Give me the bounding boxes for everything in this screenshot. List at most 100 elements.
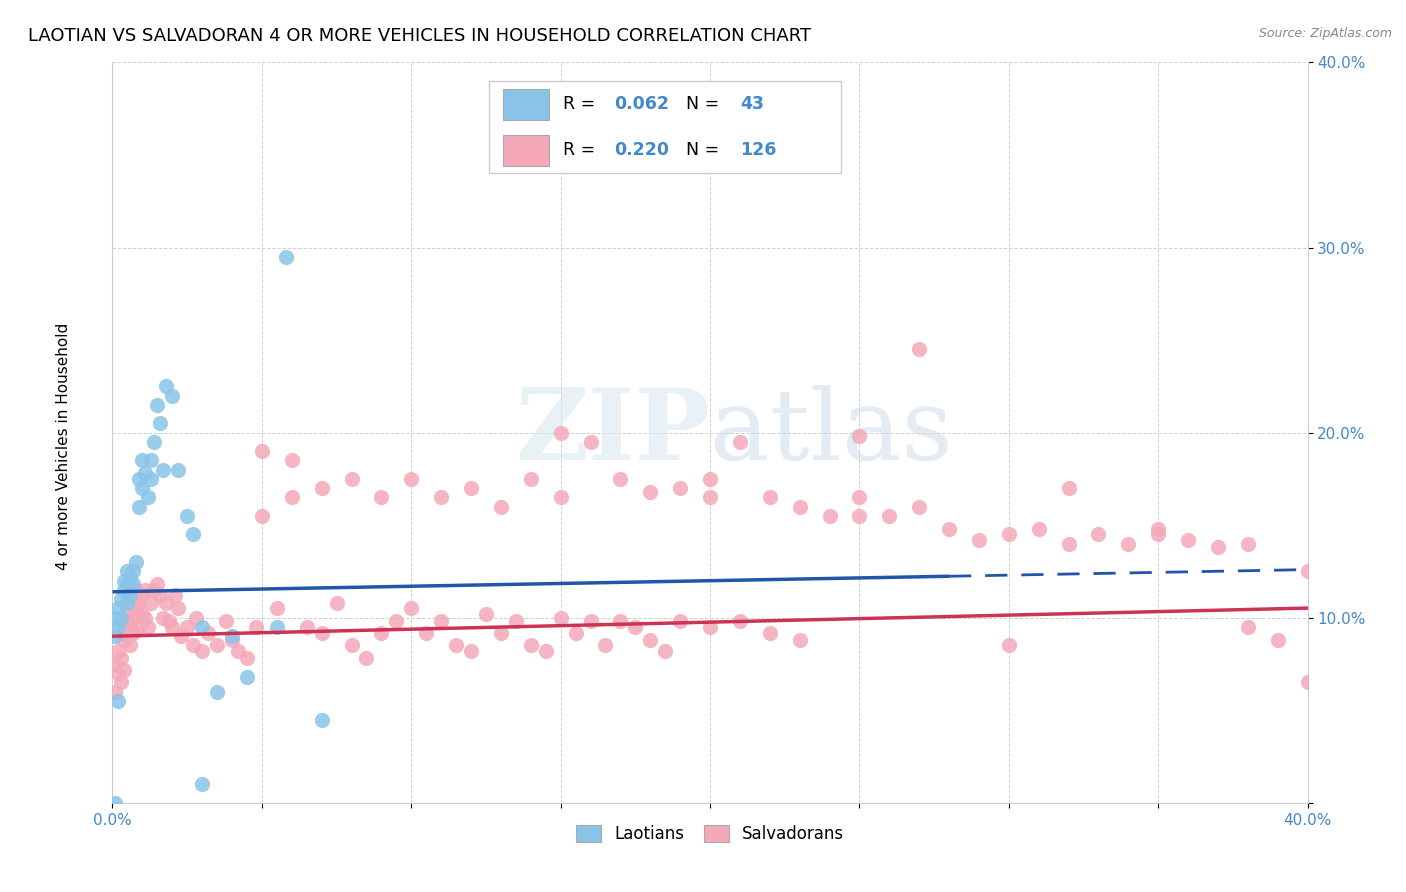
Point: [131, 607, 153, 621]
Point: [149, 417, 172, 431]
Point: [236, 670, 259, 684]
Point: [489, 625, 512, 640]
Point: [250, 508, 273, 523]
Text: N =: N =: [686, 141, 725, 160]
Point: [908, 343, 931, 357]
Point: [430, 491, 453, 505]
Point: [155, 379, 177, 393]
Point: [191, 644, 214, 658]
Point: [120, 639, 142, 653]
Point: [107, 601, 129, 615]
Point: [128, 472, 150, 486]
Point: [162, 388, 183, 402]
Point: [114, 574, 135, 588]
Point: [1267, 632, 1289, 647]
Point: [564, 625, 586, 640]
Point: [146, 398, 169, 412]
Point: [157, 615, 180, 629]
Point: [146, 577, 169, 591]
Point: [998, 527, 1021, 541]
Point: [117, 615, 139, 629]
Point: [699, 472, 721, 486]
Point: [908, 500, 931, 514]
Text: ZIP: ZIP: [515, 384, 710, 481]
Point: [114, 632, 135, 647]
Point: [114, 620, 135, 634]
Point: [1177, 533, 1199, 547]
Point: [128, 500, 150, 514]
Point: [104, 796, 127, 810]
Point: [1118, 536, 1140, 550]
Point: [191, 620, 214, 634]
Point: [131, 453, 153, 467]
Point: [595, 639, 617, 653]
Point: [728, 434, 751, 449]
Point: [550, 610, 572, 624]
Point: [107, 666, 129, 681]
Text: 0.062: 0.062: [614, 95, 669, 113]
Point: [370, 491, 392, 505]
Point: [266, 601, 288, 615]
Point: [149, 589, 172, 603]
Point: [1296, 675, 1319, 690]
Point: [460, 644, 482, 658]
Point: [699, 491, 721, 505]
Point: [221, 629, 243, 643]
Point: [122, 577, 145, 591]
Point: [141, 596, 163, 610]
Point: [181, 527, 204, 541]
Point: [550, 491, 572, 505]
Point: [669, 615, 692, 629]
Text: 4 or more Vehicles in Household: 4 or more Vehicles in Household: [56, 322, 70, 570]
Point: [699, 620, 721, 634]
Text: N =: N =: [686, 95, 725, 113]
Point: [152, 462, 174, 476]
Point: [460, 481, 482, 495]
Point: [104, 629, 127, 643]
Point: [505, 615, 527, 629]
Point: [125, 582, 148, 597]
Text: R =: R =: [562, 95, 600, 113]
Point: [311, 625, 333, 640]
Point: [879, 508, 901, 523]
Point: [176, 508, 198, 523]
Point: [281, 453, 304, 467]
Point: [1206, 541, 1229, 555]
Point: [155, 596, 177, 610]
Text: 0.220: 0.220: [614, 141, 669, 160]
Point: [226, 644, 249, 658]
Point: [143, 582, 166, 597]
Point: [401, 472, 423, 486]
Point: [669, 481, 692, 495]
Point: [165, 589, 187, 603]
Point: [107, 694, 129, 708]
Point: [1296, 565, 1319, 579]
Point: [134, 467, 156, 481]
Point: [370, 625, 392, 640]
Point: [117, 596, 139, 610]
Point: [131, 589, 153, 603]
Text: 126: 126: [740, 141, 776, 160]
Point: [122, 565, 145, 579]
Point: [818, 508, 841, 523]
Point: [356, 651, 378, 665]
Point: [117, 565, 139, 579]
Point: [728, 615, 751, 629]
Point: [104, 657, 127, 671]
Point: [162, 620, 183, 634]
Point: [1028, 522, 1050, 536]
Point: [1057, 536, 1080, 550]
Point: [110, 610, 132, 624]
Point: [534, 644, 557, 658]
Point: [167, 462, 190, 476]
Point: [186, 610, 208, 624]
Text: Source: ZipAtlas.com: Source: ZipAtlas.com: [1258, 27, 1392, 40]
Point: [654, 644, 676, 658]
FancyBboxPatch shape: [503, 88, 548, 120]
Text: LAOTIAN VS SALVADORAN 4 OR MORE VEHICLES IN HOUSEHOLD CORRELATION CHART: LAOTIAN VS SALVADORAN 4 OR MORE VEHICLES…: [28, 27, 811, 45]
Point: [967, 533, 990, 547]
Point: [640, 484, 662, 499]
Point: [848, 508, 870, 523]
Point: [245, 620, 267, 634]
Point: [295, 620, 318, 634]
